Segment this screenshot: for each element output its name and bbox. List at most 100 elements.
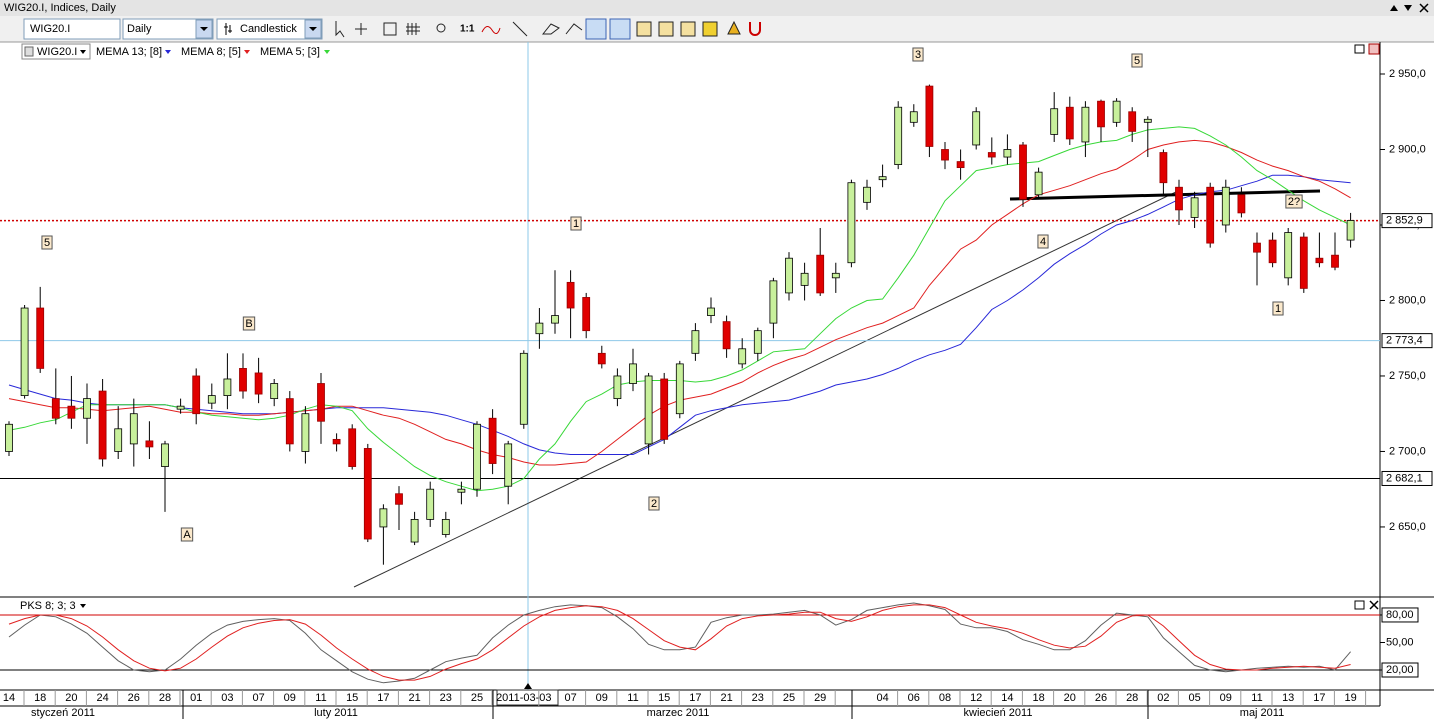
trend-line [353, 189, 1181, 588]
symbol-input-text: WIG20.I [30, 23, 70, 35]
x-tick-label: 14 [3, 692, 15, 704]
alert-tool[interactable] [727, 20, 741, 35]
shape-tool[interactable] [541, 23, 560, 35]
month-label: maj 2011 [1240, 707, 1284, 719]
symbol-input[interactable] [23, 18, 121, 40]
candle-body [36, 307, 45, 369]
style-text: Candlestick [240, 23, 297, 35]
candle-body [51, 398, 60, 419]
x-tick-label: 20 [65, 692, 77, 704]
candle-body [1346, 220, 1355, 241]
wave-label-text: 5 [44, 237, 50, 249]
close-panel[interactable] [1369, 600, 1379, 610]
oscillator-arrow [80, 604, 86, 608]
x-tick-label: 07 [252, 692, 264, 704]
month-label: styczeń 2011 [31, 707, 95, 719]
info-tool[interactable] [383, 22, 397, 36]
scroll-up[interactable] [1390, 5, 1398, 11]
maximize-panel[interactable] [1354, 44, 1365, 54]
x-tick-label: 24 [96, 692, 108, 704]
candle-body [551, 315, 559, 324]
y-tick-label: 50,00 [1386, 636, 1414, 648]
x-tick-label: 25 [783, 692, 795, 704]
zoom-text[interactable]: 1:1 [460, 24, 475, 35]
candle-body [1081, 106, 1090, 143]
candle-body [20, 307, 29, 396]
auto-scale[interactable] [585, 18, 607, 40]
crosshair-marker [524, 683, 532, 689]
wave-label: 5 [1131, 53, 1143, 68]
maximize-panel[interactable] [1354, 600, 1365, 610]
symbol-legend[interactable] [21, 43, 91, 60]
candle-body [1034, 171, 1043, 196]
tool-icon[interactable] [658, 21, 674, 37]
candle-body [691, 330, 700, 354]
scroll-down[interactable] [1404, 5, 1412, 11]
ma-line [8, 126, 1351, 492]
legend-arrow [244, 50, 250, 54]
x-tick-label: 11 [627, 692, 638, 704]
y-tick-label: 20,00 [1386, 664, 1414, 676]
candle-body [5, 423, 13, 452]
wave-label-text: B [245, 318, 252, 330]
candle-body [863, 186, 871, 203]
legend-series[interactable]: MEMA 13; [8] [96, 46, 162, 58]
candle-body [878, 176, 887, 181]
candle-body [67, 405, 76, 419]
wave-tool[interactable] [481, 26, 501, 34]
panel-icon[interactable] [1368, 43, 1380, 55]
x-tick-label: 18 [34, 692, 46, 704]
legend-series[interactable]: MEMA 5; [3] [260, 46, 320, 58]
candle-body [831, 272, 840, 279]
crosshair-tool[interactable] [355, 23, 367, 35]
grid-tool[interactable] [406, 23, 420, 35]
oscillator-title[interactable]: PKS 8; 3; 3 [20, 600, 76, 612]
zoom-tool[interactable] [436, 23, 446, 33]
x-tick-label: 12 [970, 692, 982, 704]
window-title: WIG20.I, Indices, Daily [4, 2, 116, 14]
legend-series[interactable]: MEMA 8; [5] [181, 46, 241, 58]
tool-icon[interactable] [680, 21, 696, 37]
fib-tool[interactable] [565, 23, 583, 35]
x-tick-label: 28 [1126, 692, 1138, 704]
candle-body [410, 518, 419, 543]
magnet-tool[interactable] [749, 22, 761, 36]
candle-body [1284, 232, 1293, 279]
interval-dropdown[interactable] [122, 18, 214, 40]
level-label: 2 773,4 [1386, 335, 1423, 347]
toggle-button[interactable] [609, 18, 631, 40]
candle-body [83, 398, 91, 419]
close-button[interactable] [1419, 3, 1429, 13]
y-tick-label: 2 750,0 [1389, 370, 1426, 382]
wave-label: 2? [1285, 194, 1303, 209]
candle-body [707, 307, 715, 316]
candle-body [644, 375, 653, 445]
candle-body [176, 405, 185, 410]
candle-body [1221, 186, 1230, 226]
oscillator-line [8, 604, 1351, 681]
ma-line [8, 174, 1351, 455]
x-tick-label: 20 [1064, 692, 1076, 704]
x-tick-label: 21 [408, 692, 420, 704]
level-label: 2 682,1 [1386, 472, 1423, 484]
x-tick-label: 13 [1282, 692, 1294, 704]
tool-icon[interactable] [702, 21, 718, 37]
candle-body [722, 321, 731, 350]
crosshair-date-box [496, 689, 559, 706]
x-tick-label: 06 [908, 692, 920, 704]
wave-label: A [180, 527, 194, 542]
tool-icon[interactable] [636, 21, 652, 37]
oscillator-line [8, 602, 1351, 684]
candle-body [207, 395, 216, 404]
line-tool[interactable] [512, 21, 528, 37]
candle-body [239, 368, 247, 392]
x-tick-label: 15 [658, 692, 670, 704]
candle-body [301, 413, 310, 452]
candle-body [457, 488, 466, 493]
style-dropdown[interactable] [216, 18, 323, 40]
x-tick-label: 09 [596, 692, 608, 704]
x-tick-label: 23 [752, 692, 764, 704]
x-tick-label: 09 [1220, 692, 1232, 704]
cursor-tool[interactable] [335, 21, 345, 38]
x-tick-label: 17 [689, 692, 701, 704]
